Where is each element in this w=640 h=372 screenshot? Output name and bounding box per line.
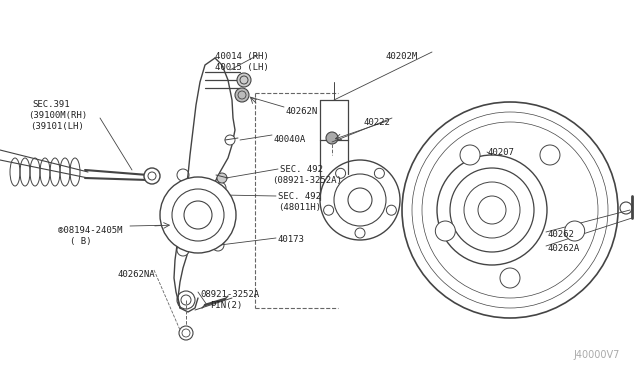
Text: (39101(LH): (39101(LH): [30, 122, 84, 131]
Text: (08921-3252A): (08921-3252A): [272, 176, 342, 185]
Circle shape: [334, 174, 386, 226]
Text: J40000V7: J40000V7: [573, 350, 620, 360]
Circle shape: [402, 102, 618, 318]
Circle shape: [235, 88, 249, 102]
Circle shape: [160, 177, 236, 253]
Circle shape: [335, 168, 346, 178]
Circle shape: [212, 189, 224, 201]
Text: (48011H): (48011H): [278, 203, 321, 212]
Circle shape: [324, 205, 333, 215]
Text: 40262NA: 40262NA: [118, 270, 156, 279]
Text: SEC.391: SEC.391: [32, 100, 70, 109]
Circle shape: [144, 168, 160, 184]
Text: 40040A: 40040A: [273, 135, 305, 144]
Circle shape: [412, 112, 608, 308]
Circle shape: [172, 189, 224, 241]
Text: 08921-3252A: 08921-3252A: [200, 290, 259, 299]
Circle shape: [217, 173, 227, 183]
Circle shape: [500, 268, 520, 288]
Circle shape: [435, 221, 455, 241]
Text: 40262N: 40262N: [285, 107, 317, 116]
Text: SEC. 492: SEC. 492: [280, 165, 323, 174]
Text: 40207: 40207: [488, 148, 515, 157]
Text: 40015 (LH): 40015 (LH): [215, 63, 269, 72]
Text: SEC. 492: SEC. 492: [278, 192, 321, 201]
Text: (39100M(RH): (39100M(RH): [28, 111, 87, 120]
Text: ( B): ( B): [70, 237, 92, 246]
Circle shape: [184, 201, 212, 229]
Text: 40173: 40173: [278, 235, 305, 244]
Circle shape: [225, 135, 235, 145]
Circle shape: [179, 326, 193, 340]
Circle shape: [387, 205, 396, 215]
Circle shape: [326, 132, 338, 144]
Text: 40222: 40222: [364, 118, 391, 127]
Circle shape: [620, 202, 632, 214]
Text: PIN(2): PIN(2): [210, 301, 243, 310]
Text: 40262A: 40262A: [548, 244, 580, 253]
Text: 40262: 40262: [548, 230, 575, 239]
Circle shape: [320, 160, 400, 240]
Text: 40202M: 40202M: [385, 52, 417, 61]
Circle shape: [460, 145, 480, 165]
Text: ®08194-2405M: ®08194-2405M: [58, 226, 122, 235]
Circle shape: [177, 244, 189, 256]
Circle shape: [450, 168, 534, 252]
Circle shape: [355, 228, 365, 238]
Circle shape: [374, 168, 385, 178]
Circle shape: [564, 221, 585, 241]
Circle shape: [237, 73, 251, 87]
Text: 40014 (RH): 40014 (RH): [215, 52, 269, 61]
Circle shape: [540, 145, 560, 165]
